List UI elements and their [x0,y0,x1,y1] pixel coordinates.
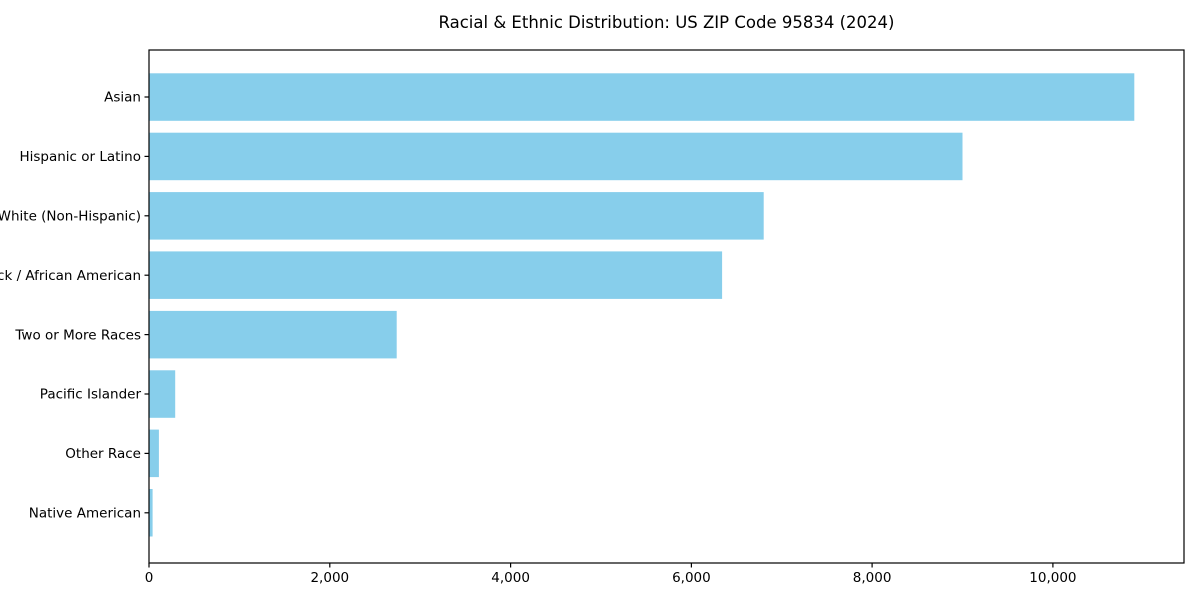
x-tick-label: 6,000 [672,570,711,586]
bar-2 [149,192,764,240]
bar-6 [149,429,159,478]
bar-5 [149,370,176,418]
bar-1 [149,132,963,181]
y-tick-label: White (Non-Hispanic) [0,209,141,225]
x-tick-label: 4,000 [491,570,530,586]
y-tick-label: Other Race [65,446,141,462]
bar-0 [149,73,1135,121]
bar-4 [149,310,397,359]
y-tick-label: Black / African American [0,268,141,284]
plot-frame [148,49,1185,564]
y-tick-label: Native American [29,506,141,522]
x-tick-label: 8,000 [853,570,892,586]
chart-title: Racial & Ethnic Distribution: US ZIP Cod… [438,13,895,32]
x-tick-label: 2,000 [310,570,349,586]
bar-3 [149,251,723,299]
bar-7 [149,489,153,537]
y-tick-label: Two or More Races [14,327,141,343]
x-tick-label: 0 [145,570,154,586]
y-tick-label: Pacific Islander [40,387,142,403]
x-tick-label: 10,000 [1029,570,1076,586]
y-tick-label: Hispanic or Latino [19,149,141,165]
y-tick-label: Asian [104,90,141,106]
